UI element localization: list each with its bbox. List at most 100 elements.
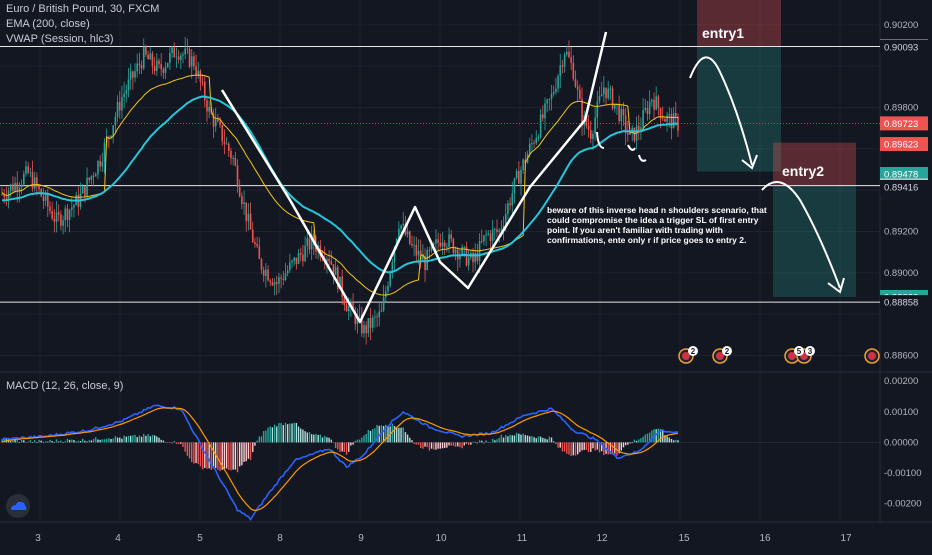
macd-histogram-bar [103,439,106,443]
candle-body [208,107,210,112]
macd-histogram-bar [289,423,291,443]
macd-histogram-bar [341,442,343,452]
event-count-badge [794,346,804,356]
candle-body [400,225,402,229]
macd-histogram-bar [92,438,95,443]
time-tick-label: 9 [358,533,364,544]
macd-histogram-bar [188,442,191,459]
candle-body [304,245,306,262]
annotation-text[interactable]: beware of this inverse head n shoulders … [547,205,767,245]
macd-histogram-bar [173,440,175,443]
macd-histogram-bar [232,442,234,470]
macd-histogram-bar [419,442,422,448]
candle-body [162,69,165,73]
macd-histogram-bar [642,436,644,443]
macd-line [1,404,679,522]
macd-histogram-bar [446,442,448,448]
event-flag-inner [788,352,796,360]
macd-histogram-bar [223,442,226,469]
macd-histogram-bar [600,442,603,452]
candle-body [330,261,333,265]
entry1-risk-zone [697,0,781,47]
price-label: 0.89623 [884,140,918,151]
macd-histogram-bar [404,432,407,443]
macd-histogram-bar [271,427,274,443]
macd-histogram-bar [454,442,457,447]
time-tick-label: 12 [596,533,608,544]
candle-body [160,64,162,70]
macd-histogram-bar [553,441,555,443]
candle-body [260,259,263,270]
macd-legend[interactable]: MACD (12, 26, close, 9) [6,380,124,392]
candle-body [125,90,128,94]
candle-body [664,119,666,122]
candle-body [542,114,544,119]
macd-histogram-bar [439,442,442,449]
candle-body [217,119,219,122]
macd-histogram-bar [182,442,184,447]
candle-body [129,71,132,80]
chart-title: Euro / British Pound, 30, FXCM [6,3,160,15]
candle-body [644,108,647,110]
candle-body [275,282,278,284]
macd-histogram-bar [234,442,237,470]
vwap-legend[interactable]: VWAP (Session, hlc3) [6,33,114,45]
candle-body [345,304,348,312]
macd-histogram-bar [529,436,531,443]
candle-body [118,101,121,111]
macd-histogram-bar [99,439,101,443]
macd-histogram-bar [276,426,278,443]
macd-histogram-bar [121,438,123,443]
macd-histogram-bar [40,440,42,443]
candle-body [169,52,171,64]
candle-body [60,214,62,226]
ema-legend[interactable]: EMA (200, close) [6,18,90,30]
candle-body [299,253,302,255]
price-tick-label: 0.89200 [884,226,918,237]
macd-histogram-bar [441,442,444,449]
macd-tick-label: 0.00200 [884,376,918,387]
candle-body [563,54,566,67]
drawn-hook-3 [638,154,647,162]
macd-histogram-bar [125,436,127,443]
macd-histogram-bar [112,438,114,443]
macd-histogram-bar [574,442,577,456]
candle-body [234,157,237,166]
candle-body [265,269,267,276]
macd-histogram-bar [228,442,230,470]
event-count: 5 [797,347,802,356]
ema-line [1,95,679,274]
candle-body [653,99,655,110]
drawn-hook-1 [596,131,605,149]
candle-body [439,242,442,247]
macd-histogram-bar [97,439,99,443]
candle-body [605,87,607,99]
candle-body [437,239,439,243]
macd-histogram-bar [378,425,380,443]
macd-histogram-bar [526,435,529,443]
candle-body [140,65,143,69]
macd-histogram-bar [101,439,104,443]
macd-histogram-bar [171,442,173,444]
macd-histogram-bar [559,442,561,448]
candle-body [3,194,5,198]
candle-body [5,197,8,199]
macd-histogram-bar [463,442,465,446]
macd-histogram-bar [509,434,511,443]
entry1-label[interactable]: entry1 [702,25,745,41]
candle-body [70,207,73,210]
candle-body [334,267,337,275]
price-label-bg [880,137,928,152]
candle-body [108,136,110,138]
macd-histogram-bar [284,422,287,443]
entry2-label[interactable]: entry2 [782,163,825,179]
macd-histogram-bar [1,439,3,443]
tradingview-logo[interactable] [6,494,30,518]
candle-body [378,311,381,318]
candle-body [57,212,60,215]
macd-histogram-bar [27,441,29,443]
candle-body [611,88,614,109]
macd-histogram-bar [110,438,112,443]
macd-histogram-bar [186,442,189,456]
